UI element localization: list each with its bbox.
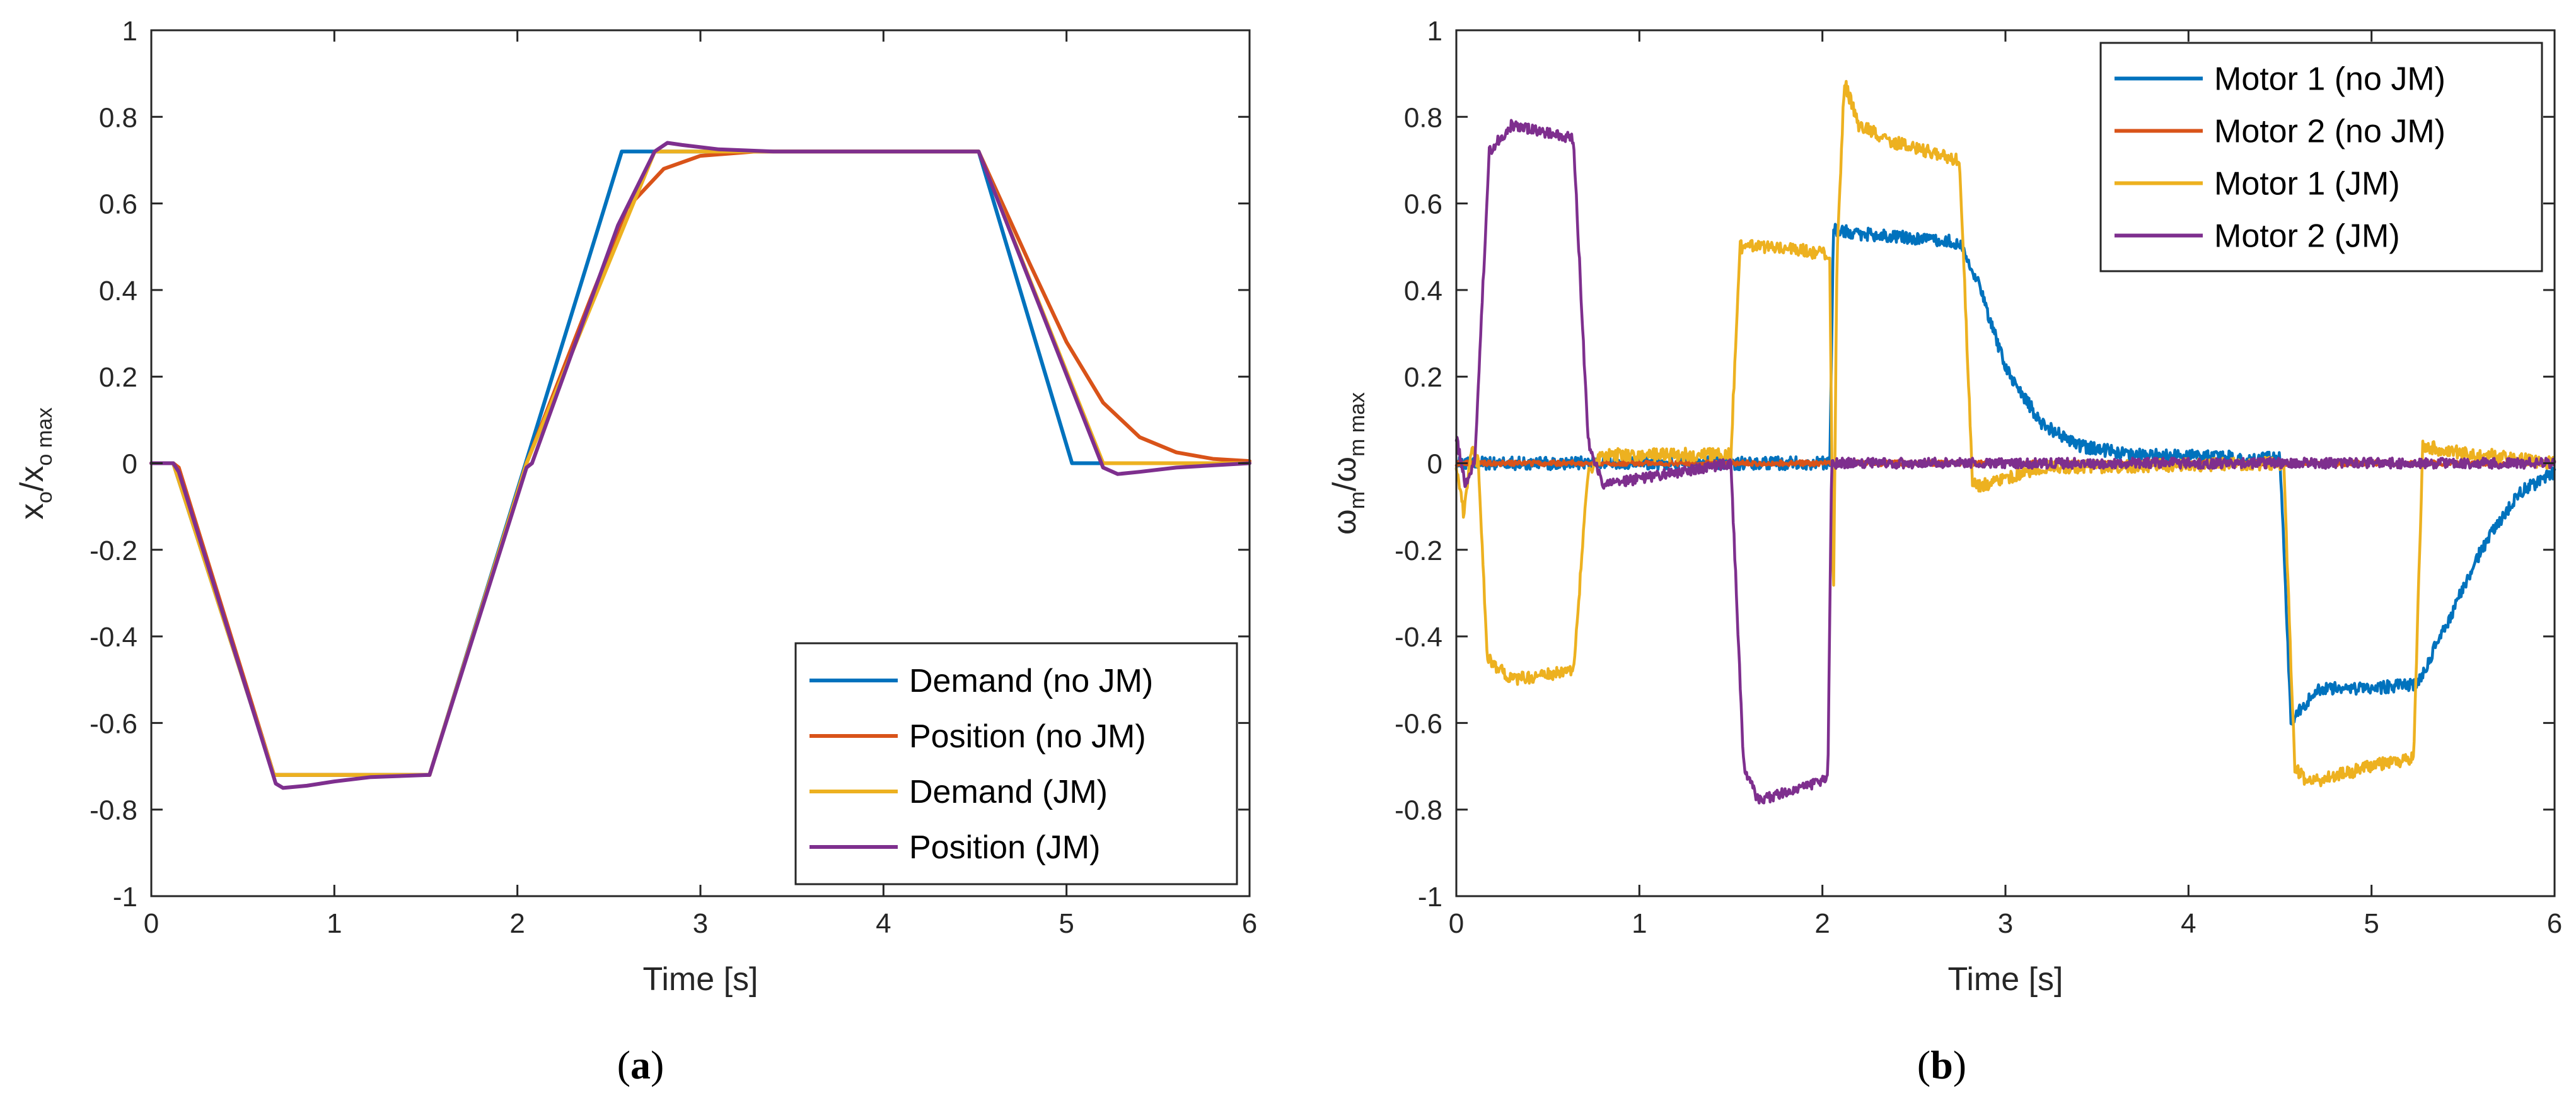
- y-tick-label-b-9: -0.8: [1395, 795, 1442, 826]
- series-line-a-4: [149, 141, 1251, 790]
- x-tick-label-a-0: 0: [144, 908, 159, 939]
- x-tick-label-a-3: 3: [693, 908, 708, 939]
- x-tick-label-b-1: 1: [1632, 908, 1647, 939]
- legend-label-a-1: Demand (no JM): [909, 663, 1153, 699]
- y-tick-label-a-0: 1: [122, 16, 137, 47]
- x-tick-label-b-2: 2: [1814, 908, 1830, 939]
- y-tick-label-b-1: 0.8: [1404, 102, 1442, 133]
- series-line-b-3: [1454, 79, 2556, 788]
- y-tick-label-a-6: -0.2: [90, 535, 137, 566]
- y-axis-label-a-sub1: o: [33, 491, 57, 503]
- y-tick-label-a-4: 0.2: [99, 362, 137, 393]
- panel-label-b: (b): [1917, 1042, 1966, 1087]
- y-tick-label-b-0: 1: [1427, 16, 1442, 47]
- y-axis-label-a: xo/xo max: [14, 407, 57, 520]
- y-tick-label-b-4: 0.2: [1404, 362, 1442, 393]
- y-tick-label-b-10: -1: [1418, 882, 1442, 913]
- y-tick-label-a-7: -0.4: [90, 622, 137, 653]
- y-axis-label-b-main: ω: [1326, 509, 1363, 535]
- y-tick-label-b-3: 0.4: [1404, 276, 1442, 306]
- panel-label-a: (a): [617, 1042, 664, 1087]
- y-tick-label-a-1: 0.8: [99, 102, 137, 133]
- x-tick-label-b-6: 6: [2547, 908, 2562, 939]
- x-tick-label-a-2: 2: [509, 908, 525, 939]
- y-tick-label-b-8: -0.6: [1395, 708, 1442, 739]
- legend-label-b-1: Motor 1 (no JM): [2214, 61, 2445, 98]
- y-axis-label-a-sub2: o max: [33, 407, 57, 466]
- y-tick-label-a-2: 0.6: [99, 189, 137, 220]
- y-tick-label-b-2: 0.6: [1404, 189, 1442, 220]
- y-tick-label-a-3: 0.4: [99, 276, 137, 306]
- y-tick-label-a-9: -0.8: [90, 795, 137, 826]
- x-axis-label-a: Time [s]: [643, 961, 758, 998]
- x-tick-label-b-5: 5: [2364, 908, 2379, 939]
- legend-a: Demand (no JM) Position (no JM) Demand (JM…: [794, 642, 1238, 885]
- x-tick-label-b-4: 4: [2181, 908, 2196, 939]
- legend-b: Motor 1 (no JM) Motor 2 (no JM) Motor 1 (J…: [2099, 42, 2543, 272]
- x-tick-label-a-5: 5: [1059, 908, 1074, 939]
- y-tick-label-a-8: -0.6: [90, 708, 137, 739]
- chart-panel-a: 0 1 2 3 4 5 610.80.60.40.20-0.2-0.4-0.6-0.8-1 …: [14, 16, 1257, 1087]
- chart-panel-b: 0 1 2 3 4 5 610.80.60.40.20-0.2-0.4-0.6-0.8-1 …: [1326, 16, 2562, 1087]
- y-tick-label-a-10: -1: [113, 882, 137, 913]
- x-tick-label-b-3: 3: [1998, 908, 2013, 939]
- legend-label-a-3: Demand (JM): [909, 774, 1108, 810]
- legend-box-a: [794, 642, 1238, 885]
- x-axis-label-b: Time [s]: [1948, 961, 2063, 998]
- series-group-a: [149, 141, 1251, 790]
- series-line-b-4: [1454, 119, 2556, 805]
- y-tick-label-b-7: -0.4: [1395, 622, 1442, 653]
- y-tick-label-b-6: -0.2: [1395, 535, 1442, 566]
- y-axis-label-b-mid: /ω: [1326, 457, 1363, 491]
- x-tick-label-a-4: 4: [876, 908, 891, 939]
- y-tick-label-b-5: 0: [1427, 449, 1442, 480]
- x-tick-label-b-0: 0: [1449, 908, 1464, 939]
- legend-label-b-2: Motor 2 (no JM): [2214, 114, 2445, 150]
- x-tick-label-a-1: 1: [327, 908, 342, 939]
- x-tick-label-a-6: 6: [1242, 908, 1257, 939]
- legend-label-b-3: Motor 1 (JM): [2214, 166, 2400, 202]
- series-group-b: [1454, 79, 2556, 805]
- y-tick-label-a-5: 0: [122, 449, 137, 480]
- legend-box-b: [2099, 42, 2543, 272]
- y-axis-label-b-sub1: m: [1345, 491, 1369, 509]
- panel-label-a-letter: a: [630, 1042, 651, 1087]
- y-axis-label-b-sub2: m max: [1345, 392, 1369, 457]
- legend-label-b-4: Motor 2 (JM): [2214, 218, 2400, 255]
- panel-label-b-letter: b: [1930, 1042, 1953, 1087]
- y-axis-label-b: ωm/ωm max: [1326, 392, 1369, 535]
- legend-label-a-2: Position (no JM): [909, 718, 1146, 755]
- legend-label-a-4: Position (JM): [909, 829, 1100, 866]
- y-axis-label-a-main: x: [14, 503, 50, 520]
- y-axis-label-a-mid: /x: [14, 466, 50, 491]
